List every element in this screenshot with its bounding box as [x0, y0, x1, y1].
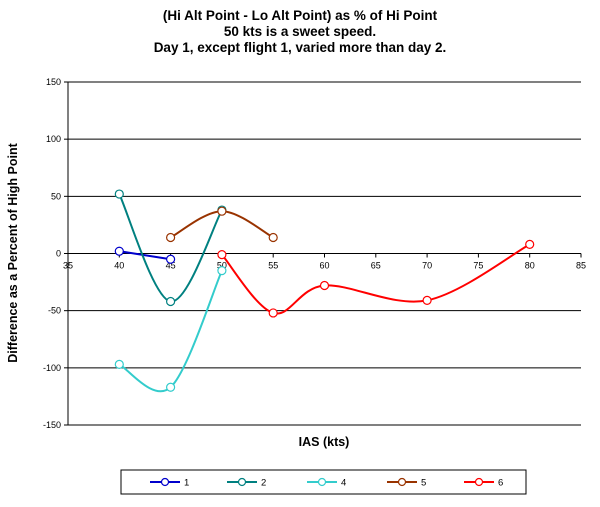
x-tick-label: 85	[576, 261, 586, 271]
series-4	[114, 266, 227, 393]
y-tick-label: -150	[43, 420, 61, 430]
gridlines	[68, 81, 581, 426]
y-axis-title: Difference as a Percent of High Point	[6, 142, 20, 362]
x-tick-label: 80	[525, 261, 535, 271]
data-point	[268, 232, 278, 243]
y-tick-label: 100	[46, 134, 61, 144]
data-point	[268, 308, 278, 318]
x-tick-label: 50	[217, 261, 227, 271]
data-point	[114, 359, 124, 370]
x-tick-label: 60	[319, 261, 329, 271]
data-point	[422, 295, 432, 305]
chart-title: (Hi Alt Point - Lo Alt Point) as % of Hi…	[0, 8, 600, 56]
y-tick-label: 50	[51, 191, 61, 201]
legend-item-2: 2	[227, 478, 266, 489]
x-tick-label: 40	[114, 261, 124, 271]
legend-label: 6	[498, 478, 503, 489]
legend-label: 4	[341, 478, 346, 489]
legend-marker	[160, 477, 170, 487]
y-tick-label: -50	[48, 306, 61, 316]
title-line-3: Day 1, except flight 1, varied more than…	[153, 40, 447, 55]
y-tick-label: 150	[46, 77, 61, 87]
data-point	[114, 189, 124, 199]
legend-item-6: 6	[464, 478, 503, 489]
data-point	[166, 382, 176, 392]
legend-label: 2	[261, 478, 266, 489]
x-axis-title: IAS (kts)	[299, 435, 350, 449]
series-5	[166, 206, 278, 243]
x-tick-label: 55	[268, 261, 278, 271]
data-point	[166, 254, 176, 264]
title-line-2: 50 kts is a sweet speed.	[223, 24, 377, 39]
x-tick-label: 65	[371, 261, 381, 271]
legend-marker	[317, 477, 327, 487]
data-point	[217, 206, 227, 216]
x-tick-label: 35	[63, 261, 73, 271]
y-tick-label: -100	[43, 363, 61, 373]
legend-item-4: 4	[307, 478, 346, 489]
legend-marker	[237, 477, 247, 487]
data-point	[114, 246, 124, 256]
data-point	[166, 296, 176, 307]
series-1	[114, 246, 176, 264]
series-line-1	[119, 250, 171, 261]
data-point	[166, 232, 176, 243]
x-tick-label: 45	[166, 261, 176, 271]
legend-item-5: 5	[387, 478, 426, 489]
legend-marker	[474, 477, 484, 487]
title-line-1: (Hi Alt Point - Lo Alt Point) as % of Hi…	[162, 8, 438, 23]
data-point	[217, 266, 227, 276]
series-6	[217, 239, 535, 318]
axes: 150 100 50 0 -50 -100 -150 35 40 45 50 55 60 65 70 75 80…	[43, 77, 586, 430]
legend-label: 1	[184, 478, 189, 489]
legend-label: 5	[421, 478, 426, 489]
x-tick-label: 75	[473, 261, 483, 271]
legend-marker	[397, 477, 407, 487]
data-point	[525, 239, 535, 249]
series-layer	[114, 189, 535, 393]
y-tick-label: 0	[56, 249, 61, 259]
data-point	[217, 250, 227, 260]
x-tick-label: 70	[422, 261, 432, 271]
legend-item-1: 1	[150, 478, 189, 489]
data-point	[319, 280, 330, 291]
legend: 1 2 4 5 6	[120, 469, 527, 495]
